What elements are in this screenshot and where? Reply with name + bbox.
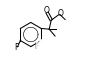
- Text: F: F: [34, 42, 38, 51]
- Text: F: F: [14, 43, 19, 52]
- Text: O: O: [44, 6, 50, 15]
- Text: O: O: [57, 9, 63, 18]
- Text: F: F: [34, 42, 39, 51]
